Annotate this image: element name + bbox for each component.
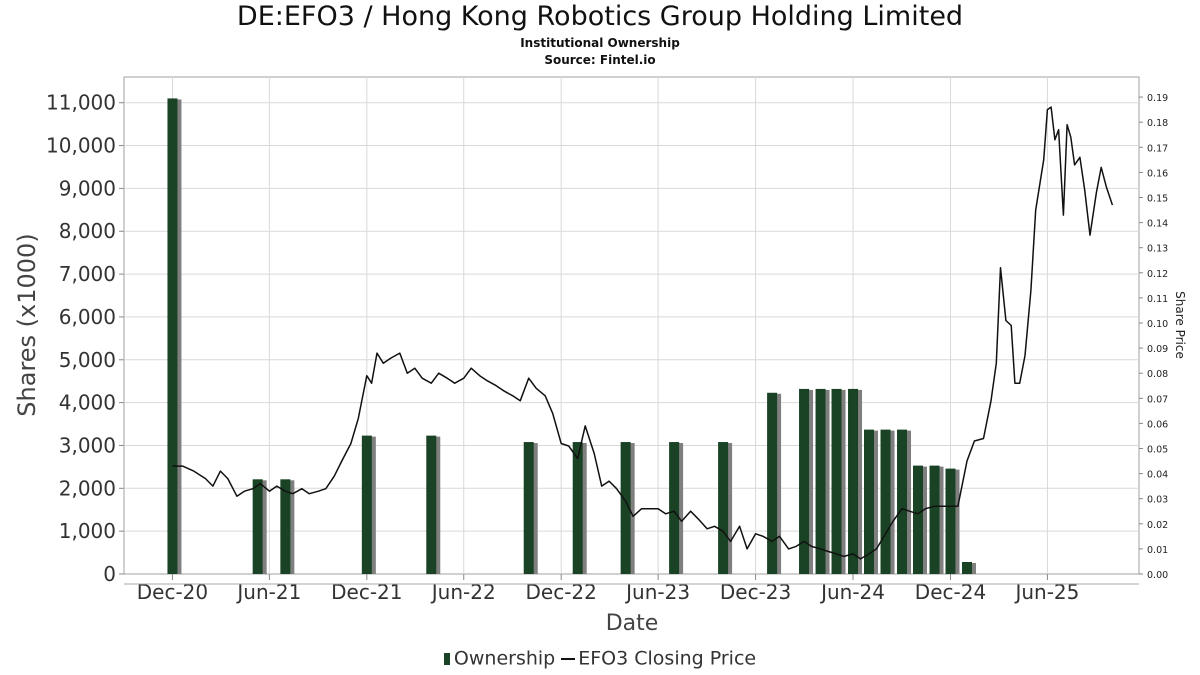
- y-tick-label: 5,000: [59, 348, 116, 372]
- y2-tick-label: 0.11: [1147, 294, 1168, 305]
- y-tick-label: 6,000: [59, 305, 116, 329]
- y-tick-label: 7,000: [59, 262, 116, 286]
- y2-tick-label: 0.19: [1147, 93, 1168, 104]
- y2-tick-label: 0.13: [1147, 244, 1168, 255]
- y2-tick-label: 0.01: [1147, 545, 1168, 556]
- y-tick-label: 1,000: [59, 519, 116, 543]
- ownership-bar: [280, 479, 291, 574]
- ownership-bar: [572, 442, 583, 574]
- ownership-bar: [523, 442, 534, 574]
- ownership-bar: [961, 562, 972, 574]
- y2-tick-label: 0.05: [1147, 444, 1168, 455]
- legend-ownership-swatch: [443, 652, 450, 665]
- legend-price-label: EFO3 Closing Price: [578, 647, 757, 670]
- chart-subtitle: Institutional Ownership: [520, 36, 680, 50]
- ownership-bar: [848, 388, 859, 574]
- ownership-bar: [167, 98, 178, 574]
- y-tick-label: 4,000: [59, 391, 116, 415]
- ownership-bar: [880, 429, 891, 574]
- ownership-bar: [815, 388, 826, 574]
- ownership-bar: [799, 388, 810, 574]
- y2-tick-label: 0.08: [1147, 369, 1168, 380]
- price-line: [172, 106, 1114, 560]
- y2-tick-label: 0.07: [1147, 394, 1168, 405]
- chart-source: Source: Fintel.io: [544, 53, 656, 67]
- y2-tick-label: 0.04: [1147, 470, 1168, 481]
- y2-tick-label: 0.18: [1147, 118, 1168, 129]
- y2-tick-label: 0.15: [1147, 193, 1168, 204]
- y2-tick-label: 0.17: [1147, 143, 1168, 154]
- y2-tick-label: 0.06: [1147, 419, 1168, 430]
- ownership-bar: [913, 465, 924, 574]
- y2-tick-label: 0.14: [1147, 219, 1168, 230]
- y-tick-label: 9,000: [59, 176, 116, 200]
- y2-tick-label: 0.00: [1147, 570, 1168, 581]
- legend-ownership-label: Ownership: [453, 647, 556, 670]
- y2-tick-label: 0.16: [1147, 168, 1168, 179]
- axes: 0 1,000 2,000 3,000 4,000 5,000 6,000 7,000 8,00…: [46, 91, 1168, 604]
- ownership-bar: [426, 435, 437, 574]
- ownership-bar: [897, 429, 908, 574]
- y-tick-label: 11,000: [46, 91, 116, 115]
- y-tick-label: 8,000: [59, 219, 116, 243]
- ownership-bar: [945, 468, 956, 574]
- y-tick-label: 0: [103, 562, 116, 586]
- ownership-bar: [929, 465, 940, 574]
- legend: Ownership EFO3 Closing Price: [0, 647, 1200, 670]
- legend-price-swatch: [561, 657, 576, 660]
- y-tick-label: 2,000: [59, 476, 116, 500]
- ownership-bar: [767, 392, 778, 574]
- ownership-bar: [620, 442, 631, 574]
- x-axis-label: Date: [606, 611, 659, 636]
- ownership-bar: [361, 435, 372, 574]
- chart-title: DE:EFO3 / Hong Kong Robotics Group Holdi…: [236, 1, 964, 32]
- y-tick-label: 10,000: [46, 134, 116, 158]
- y2-axis-label: Share Price: [1173, 291, 1187, 359]
- ownership-bar: [669, 442, 680, 574]
- ownership-bar: [864, 429, 875, 574]
- y2-tick-label: 0.12: [1147, 269, 1168, 280]
- y-tick-label: 3,000: [59, 433, 116, 457]
- y-axis-label: Shares (x1000): [13, 233, 41, 416]
- ownership-bar: [252, 479, 263, 574]
- y2-tick-label: 0.03: [1147, 495, 1168, 506]
- ownership-bar: [831, 388, 842, 574]
- y2-tick-label: 0.10: [1147, 319, 1168, 330]
- y2-tick-label: 0.02: [1147, 520, 1168, 531]
- y2-tick-label: 0.09: [1147, 344, 1168, 355]
- ownership-bar: [718, 442, 729, 574]
- price-line-layer: [172, 106, 1114, 560]
